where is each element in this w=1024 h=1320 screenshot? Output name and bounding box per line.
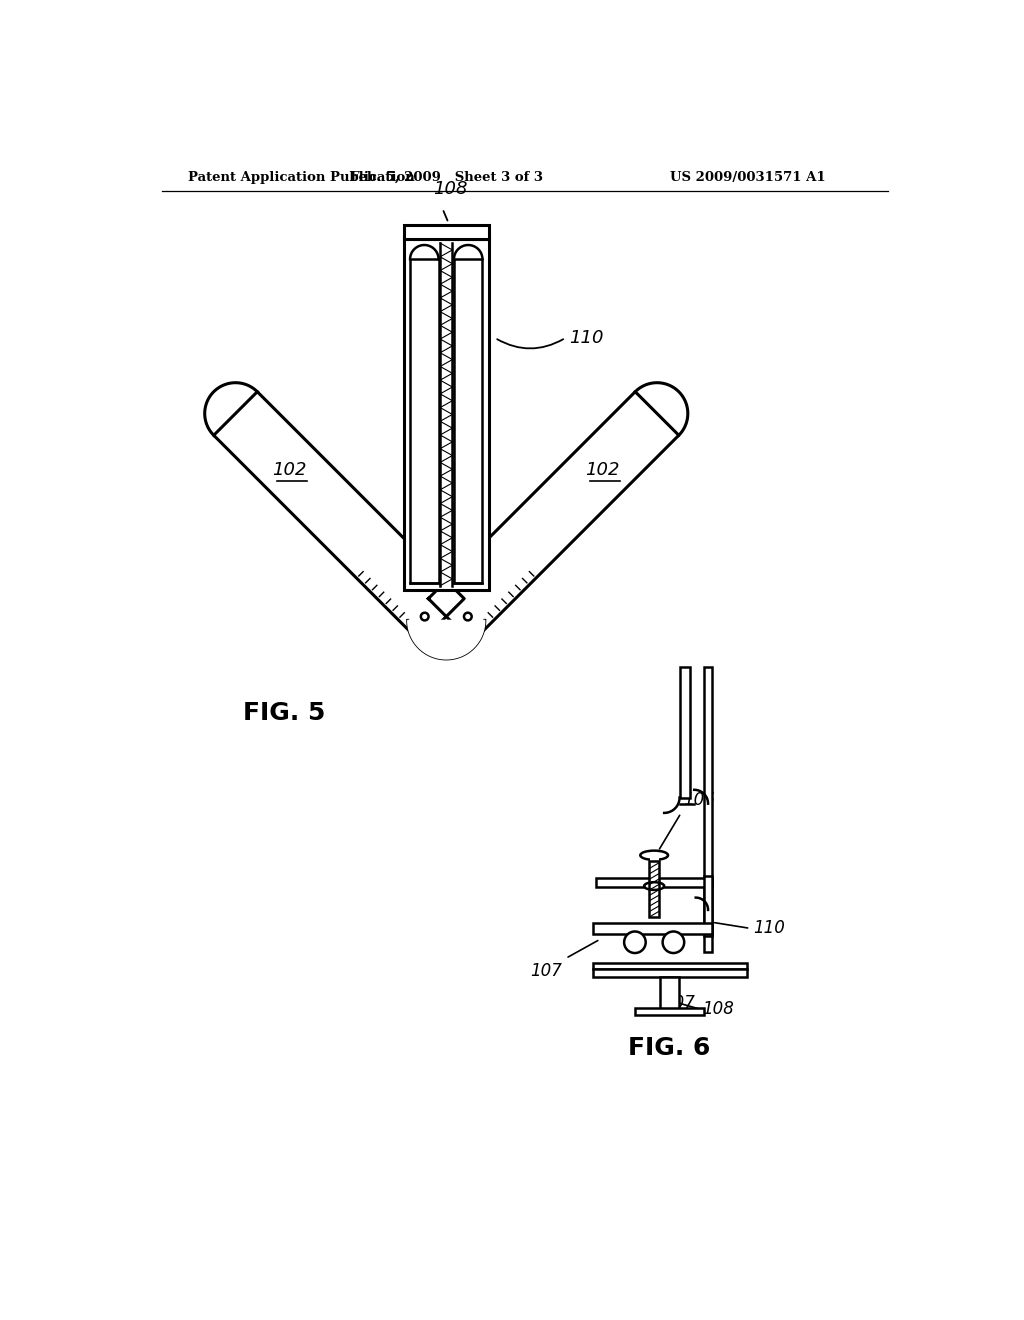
Circle shape (663, 932, 684, 953)
Bar (680, 667, 690, 797)
Bar (649, 862, 659, 917)
Bar (660, 977, 679, 1010)
Text: 108: 108 (433, 181, 467, 198)
Text: Feb. 5, 2009   Sheet 3 of 3: Feb. 5, 2009 Sheet 3 of 3 (350, 172, 543, 185)
Text: US 2009/0031571 A1: US 2009/0031571 A1 (670, 172, 825, 185)
Text: 108: 108 (701, 1001, 734, 1018)
Text: 107: 107 (529, 962, 562, 981)
Circle shape (625, 932, 646, 953)
Bar (403, 239, 488, 590)
Bar (635, 1007, 705, 1015)
Text: 107: 107 (664, 994, 695, 1012)
Text: FIG. 6: FIG. 6 (629, 1036, 711, 1060)
Bar (593, 969, 746, 977)
Bar (649, 858, 658, 917)
Polygon shape (428, 392, 679, 642)
Text: 106: 106 (683, 791, 716, 809)
Text: 110: 110 (569, 329, 604, 347)
Bar (596, 878, 712, 887)
Polygon shape (214, 392, 464, 642)
Bar (403, 226, 488, 239)
Polygon shape (408, 620, 484, 659)
Bar (593, 964, 746, 969)
Text: FIG. 5: FIG. 5 (244, 701, 326, 725)
Bar (705, 667, 712, 952)
Bar (705, 876, 712, 936)
Text: 110: 110 (753, 920, 784, 937)
Ellipse shape (644, 882, 665, 890)
Bar (454, 259, 482, 583)
Text: Patent Application Publication: Patent Application Publication (188, 172, 415, 185)
Bar (410, 259, 438, 583)
Text: 102: 102 (272, 461, 307, 479)
Bar (593, 923, 712, 933)
Polygon shape (635, 383, 688, 436)
Polygon shape (205, 383, 257, 436)
Text: 102: 102 (586, 461, 621, 479)
Ellipse shape (640, 850, 668, 859)
